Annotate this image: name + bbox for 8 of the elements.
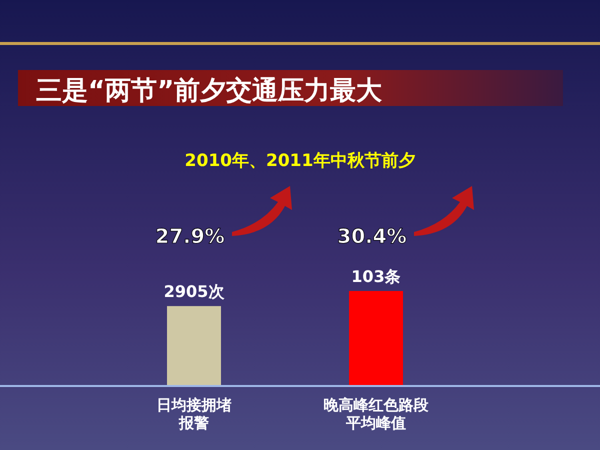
text: 30.4% (337, 224, 407, 248)
chart-title: 三是“两节”前夕交通压力最大 (36, 76, 384, 106)
x-tick-label: 晚高峰红色路段平均峰值 (324, 396, 430, 432)
text: 27.9% (155, 224, 225, 248)
data-label: 2905次 (164, 282, 226, 302)
chart-subtitle: 2010年、2011年中秋节前夕 (184, 151, 416, 171)
x-tick-label: 日均接拥堵报警 (156, 396, 232, 432)
data-label: 103条 (351, 267, 401, 286)
